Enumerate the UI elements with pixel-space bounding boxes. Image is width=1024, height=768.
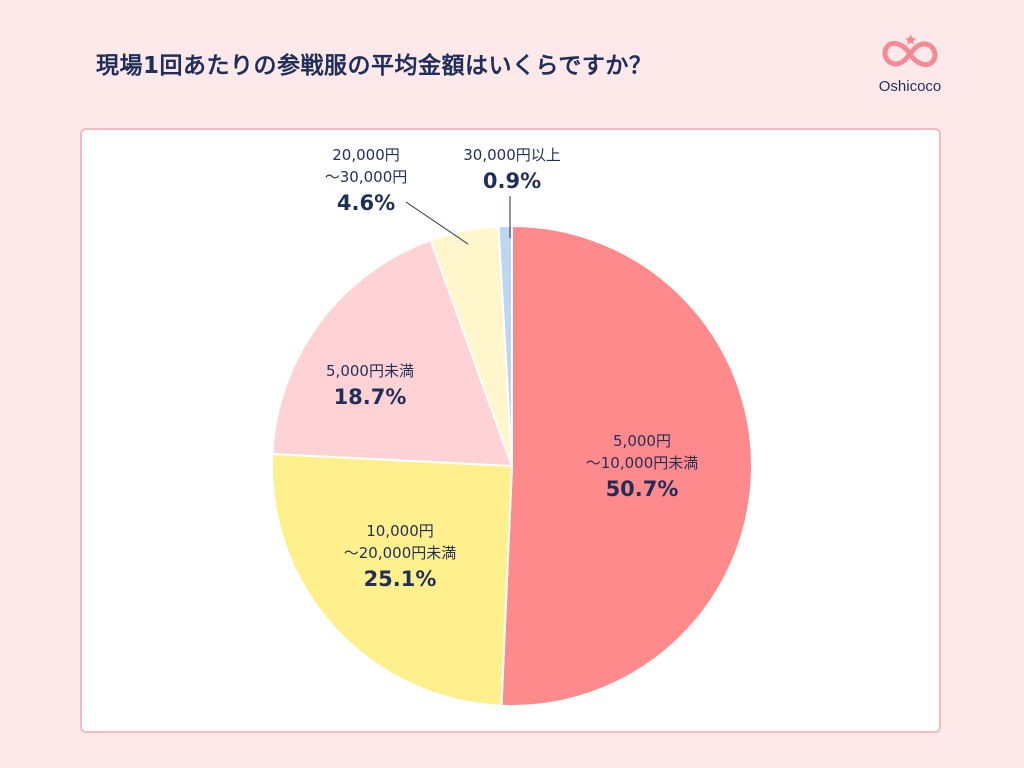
chart-card: 5,000円〜10,000円未満 50.7% 10,000円〜20,000円未満 25… bbox=[80, 128, 941, 733]
page-title: 現場1回あたりの参戦服の平均金額はいくらですか？ bbox=[96, 53, 653, 79]
slice-category-label: 10,000円 bbox=[366, 522, 434, 540]
pie-slice bbox=[497, 224, 513, 467]
brand-logo: Oshicoco bbox=[872, 34, 948, 98]
slice-label: 30,000円以上 0.9% bbox=[463, 146, 561, 193]
slice-label: 20,000円〜30,000円 4.6% bbox=[325, 146, 408, 215]
slice-value-label: 25.1% bbox=[364, 567, 437, 591]
infinity-heart-icon bbox=[882, 34, 938, 67]
slice-value-label: 18.7% bbox=[334, 385, 407, 409]
slice-category-label: 5,000円未満 bbox=[326, 362, 414, 380]
brand-name: Oshicoco bbox=[878, 78, 942, 95]
pie-slice bbox=[500, 224, 753, 707]
pie-chart: 5,000円〜10,000円未満 50.7% 10,000円〜20,000円未満 25… bbox=[271, 146, 753, 707]
slice-category-label: 5,000円 bbox=[613, 432, 671, 450]
slice-value-label: 4.6% bbox=[337, 191, 395, 215]
slice-category-label: 〜30,000円 bbox=[325, 168, 408, 186]
slice-value-label: 0.9% bbox=[483, 169, 541, 193]
slice-category-label: 30,000円以上 bbox=[463, 146, 561, 164]
pie-slice bbox=[271, 452, 514, 707]
slice-category-label: 20,000円 bbox=[332, 146, 400, 164]
slice-label: 10,000円〜20,000円未満 25.1% bbox=[344, 522, 457, 591]
slice-label: 5,000円未満 18.7% bbox=[326, 362, 414, 409]
slice-label: 5,000円〜10,000円未満 50.7% bbox=[586, 432, 699, 501]
slice-value-label: 50.7% bbox=[606, 477, 679, 501]
slice-category-label: 〜10,000円未満 bbox=[586, 454, 699, 472]
pie-slice bbox=[271, 238, 514, 468]
leader-line bbox=[405, 201, 469, 245]
slice-category-label: 〜20,000円未満 bbox=[344, 544, 457, 562]
